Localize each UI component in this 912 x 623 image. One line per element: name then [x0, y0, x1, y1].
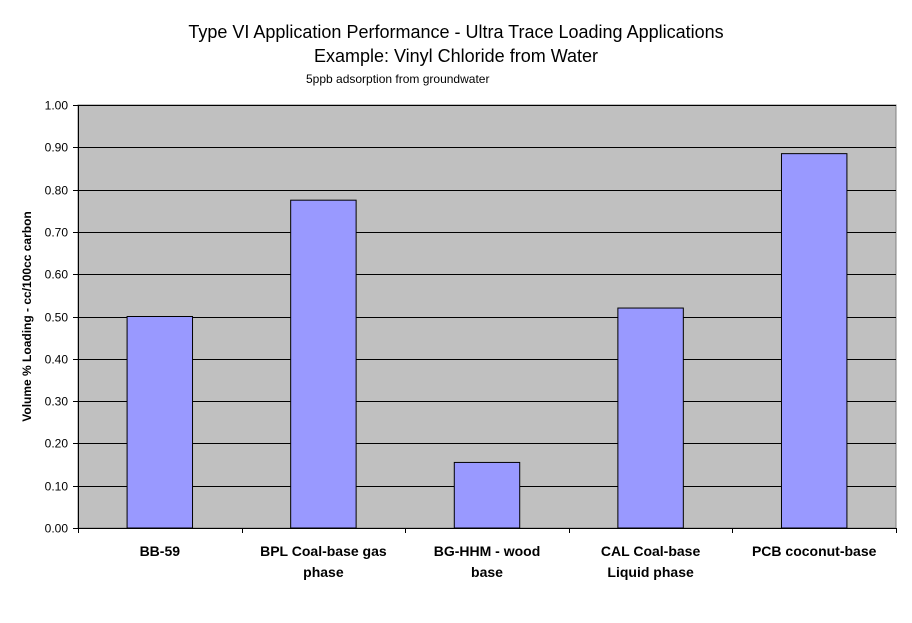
- y-tick-label: 0.30: [45, 395, 69, 409]
- x-tick-label: PCB coconut-base: [752, 543, 877, 559]
- bar: [617, 307, 684, 529]
- bar: [126, 316, 194, 529]
- chart-title-line-2: Example: Vinyl Chloride from Water: [313, 46, 599, 66]
- x-tick-label: BPL Coal-base gas phase: [260, 543, 387, 580]
- x-tick-label: CAL Coal-base Liquid phase: [601, 543, 701, 580]
- y-tick-label: 0.70: [45, 226, 69, 240]
- y-tick-label: 1.00: [45, 99, 69, 113]
- x-tick-label: BB-59: [140, 543, 181, 559]
- y-tick-label: 0.10: [45, 480, 69, 494]
- y-tick-label: 0.40: [45, 353, 69, 367]
- chart-title-line-1: Type VI Application Performance - Ultra …: [188, 22, 724, 42]
- y-tick-label: 0.00: [45, 522, 69, 536]
- y-axis-label: Volume % Loading - cc/100cc carbon: [20, 211, 34, 422]
- y-tick-label: 0.90: [45, 141, 69, 155]
- y-tick-label: 0.80: [45, 184, 69, 198]
- plot-area: [77, 104, 897, 529]
- bar: [453, 461, 521, 529]
- y-tick-label: 0.60: [45, 268, 69, 282]
- y-tick-label: 0.20: [45, 437, 69, 451]
- bar: [780, 153, 848, 529]
- bar: [290, 199, 357, 529]
- chart-subtitle: 5ppb adsorption from groundwater: [306, 72, 490, 86]
- y-tick-label: 0.50: [45, 311, 69, 325]
- x-tick-label: BG-HHM - wood base: [434, 543, 541, 580]
